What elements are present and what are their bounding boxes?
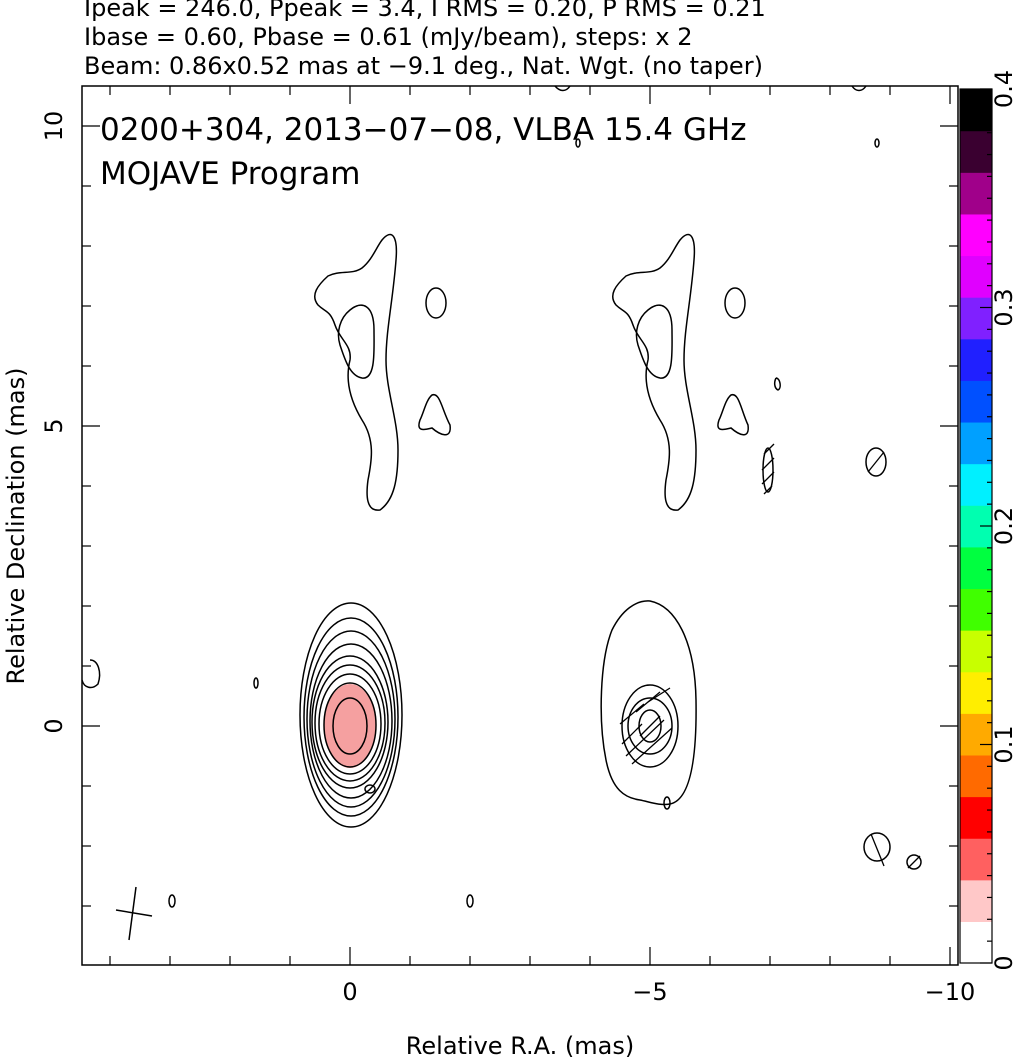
colorbar-swatch [960,89,992,132]
beam-cross [115,886,153,941]
y-tick-label: 10 [40,111,68,142]
colorbar-swatch [960,297,992,340]
colorbar-swatch [960,879,992,922]
pol-jet-contours [612,138,922,870]
y-axis-ticks: 0 5 10 [40,111,958,907]
header-line-1: Ipeak = 246.0, Ppeak = 3.4, I RMS = 0.20… [84,0,766,22]
chart-subtitle: MOJAVE Program [100,156,360,192]
colorbar-swatch [960,172,992,215]
colorbar-swatch [960,838,992,881]
x-tick-label: −5 [632,978,667,1006]
colorbar-swatch [960,463,992,506]
x-axis-ticks: 0 −5 −10 [109,86,976,1006]
header-line-2: Ibase = 0.60, Pbase = 0.61 (mJy/beam), s… [84,23,693,51]
colorbar-tick-label: 0.4 [990,70,1018,108]
jet-contours-left [81,85,867,908]
colorbar-swatch [960,338,992,381]
x-tick-label: −10 [925,978,976,1006]
y-tick-label: 0 [40,718,68,733]
colorbar-swatch [960,213,992,257]
colorbar-swatch [960,630,992,673]
colorbar-tick-label: 0.1 [990,725,1018,763]
colorbar-swatch [960,796,992,839]
y-axis-label: Relative Declination (mas) [2,367,30,684]
y-tick-label: 5 [40,418,68,433]
x-tick-label: 0 [342,978,357,1006]
colorbar-swatch [960,255,992,298]
core-contours [299,602,403,828]
colorbar-swatch [960,421,992,465]
colorbar-swatch [960,130,992,173]
chart-title: 0200+304, 2013−07−08, VLBA 15.4 GHz [100,112,746,148]
colorbar-swatch [960,754,992,798]
colorbar-swatch [960,588,992,631]
colorbar-swatch [960,380,992,423]
colorbar-swatch [960,921,992,964]
evpa-vectors [619,443,921,869]
plot-frame [81,85,959,966]
colorbar-swatch [960,713,992,756]
header-line-3: Beam: 0.86x0.52 mas at −9.1 deg., Nat. W… [84,52,763,80]
colorbar-tick-label: 0 [990,955,1018,970]
colorbar-tick-label: 0.3 [990,288,1018,326]
colorbar-tick-label: 0.2 [990,507,1018,545]
core-intensity-fill [324,684,376,768]
colorbar: 0 0.1 0.2 0.3 0.4 [959,70,1018,971]
x-axis-label: Relative R.A. (mas) [406,1032,634,1060]
colorbar-swatch [960,546,992,590]
colorbar-swatch [960,671,992,714]
pol-core-contours [600,600,697,810]
